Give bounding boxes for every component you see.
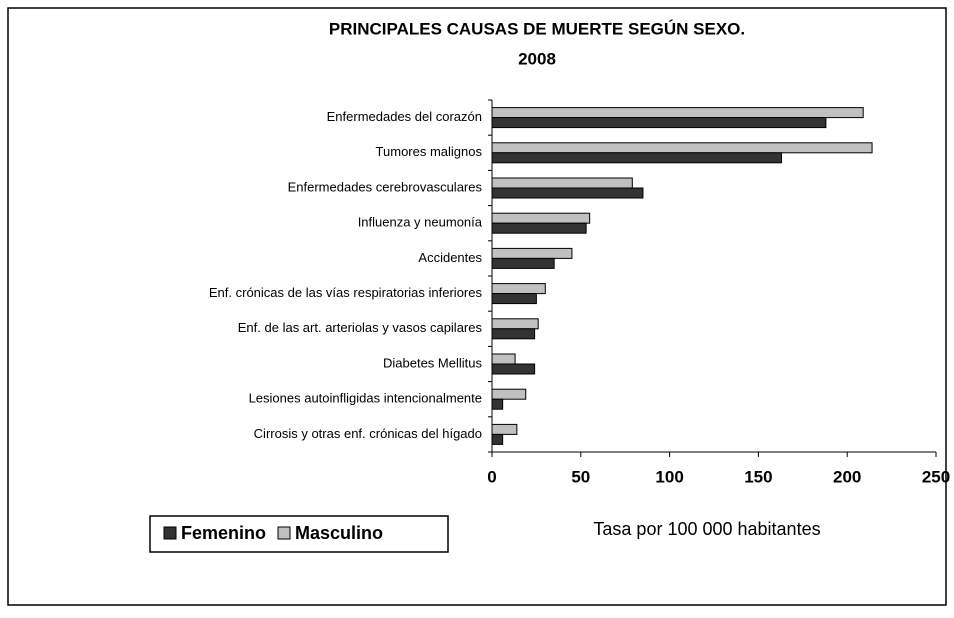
bar	[491, 212, 591, 224]
x-tick-label: 50	[571, 467, 590, 486]
bar	[491, 353, 516, 365]
y-tick-label: Lesiones autoinfligidas intencionalmente	[249, 391, 482, 406]
bar	[491, 398, 504, 410]
y-tick-label: Tumores malignos	[376, 144, 483, 159]
bar	[491, 283, 546, 295]
bar	[491, 142, 873, 154]
y-tick-label: Enfermedades cerebrovasculares	[288, 179, 483, 194]
bar	[491, 107, 864, 119]
chart-subtitle: 2008	[518, 49, 556, 68]
x-axis-label: Tasa por 100 000 habitantes	[593, 519, 820, 539]
y-tick-label: Enf. crónicas de las vías respiratorias …	[209, 285, 483, 300]
chart-title: PRINCIPALES CAUSAS DE MUERTE SEGÚN SEXO.	[329, 19, 745, 38]
y-tick-label: Influenza y neumonía	[358, 215, 483, 230]
bar	[491, 328, 536, 340]
legend	[149, 515, 449, 553]
legend-label: Masculino	[295, 523, 383, 543]
x-tick-label: 200	[833, 467, 861, 486]
bar	[491, 177, 633, 189]
legend-swatch	[163, 526, 177, 540]
bar	[491, 222, 587, 234]
bar	[491, 293, 537, 305]
y-tick-label: Enf. de las art. arteriolas y vasos capi…	[238, 320, 483, 335]
y-tick-label: Enfermedades del corazón	[327, 109, 482, 124]
bar	[491, 187, 644, 199]
x-tick-label: 250	[922, 467, 950, 486]
y-tick-label: Accidentes	[418, 250, 482, 265]
frame	[7, 7, 947, 606]
bar	[491, 257, 555, 269]
bar	[491, 433, 504, 445]
bar	[491, 423, 518, 435]
x-tick-label: 100	[655, 467, 683, 486]
legend-label: Femenino	[181, 523, 266, 543]
bar	[491, 152, 782, 164]
bar	[491, 247, 573, 259]
x-tick-label: 0	[487, 467, 496, 486]
x-tick-label: 150	[744, 467, 772, 486]
y-tick-label: Cirrosis y otras enf. crónicas del hígad…	[254, 426, 482, 441]
legend-swatch	[277, 526, 291, 540]
bar	[491, 318, 539, 330]
bar	[491, 117, 827, 129]
bar	[491, 388, 527, 400]
bar	[491, 363, 536, 375]
y-tick-label: Diabetes Mellitus	[383, 355, 482, 370]
